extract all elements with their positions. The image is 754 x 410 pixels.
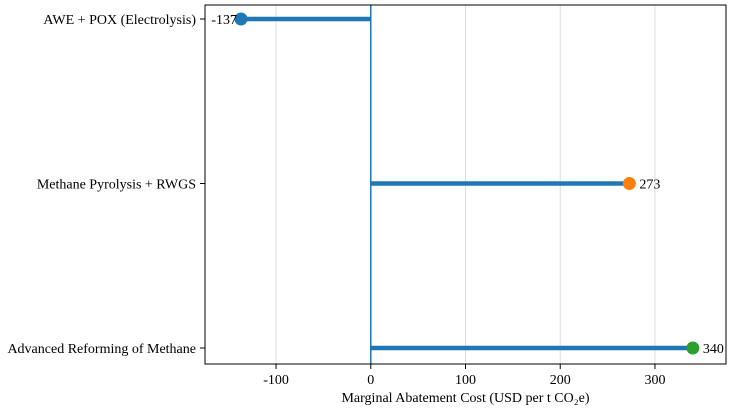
lollipop-stems <box>240 16 693 351</box>
x-tick-label: 0 <box>367 373 374 388</box>
plot-frame <box>204 4 727 365</box>
lollipop-marker <box>686 341 700 355</box>
x-tick-label: 100 <box>455 373 476 388</box>
value-label: 273 <box>639 178 660 193</box>
y-tick-label: Advanced Reforming of Methane <box>7 342 196 357</box>
value-label: 340 <box>703 342 724 357</box>
lollipop-markers <box>234 12 700 355</box>
x-ticks: -100 0 100 200 300 <box>263 364 665 388</box>
x-tick-label: 200 <box>550 373 571 388</box>
lollipop-marker <box>234 12 248 26</box>
y-tick-labels: AWE + POX (Electrolysis) Methane Pyrolysi… <box>7 13 205 357</box>
value-label: -137 <box>211 13 237 28</box>
value-labels: -137 273 340 <box>211 13 724 357</box>
x-axis-label: Marginal Abatement Cost (USD per t CO₂e) <box>341 391 589 406</box>
y-tick-label: Methane Pyrolysis + RWGS <box>37 178 196 193</box>
y-tick-label: AWE + POX (Electrolysis) <box>43 13 196 28</box>
x-tick-label: -100 <box>263 373 289 388</box>
x-tick-label: 300 <box>644 373 665 388</box>
lollipop-marker <box>622 177 636 190</box>
